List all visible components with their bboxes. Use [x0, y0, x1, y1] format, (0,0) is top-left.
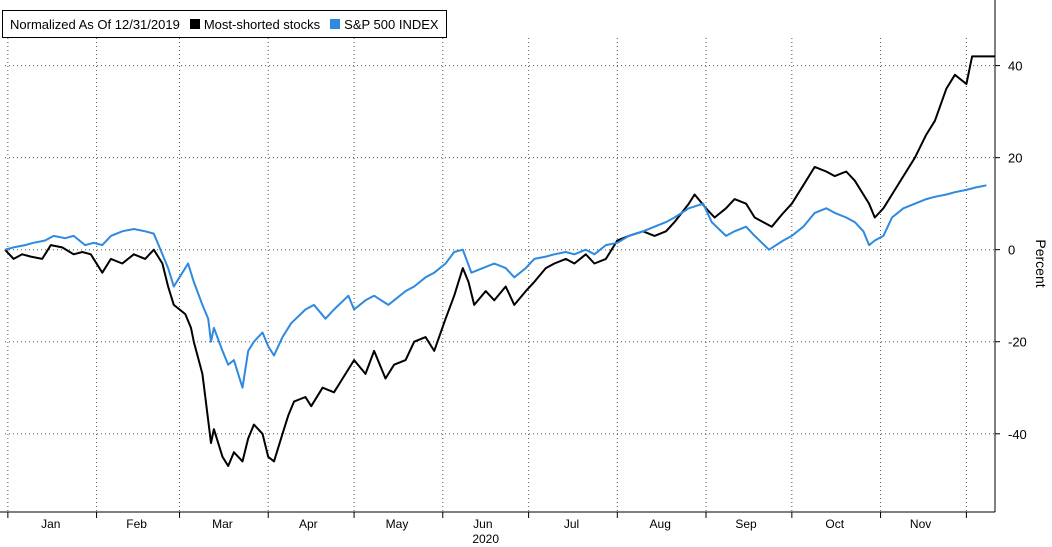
x-tick-label: Jan: [41, 517, 60, 531]
chart-legend: Normalized As Of 12/31/2019 Most-shorted…: [2, 10, 447, 38]
x-tick-label: Sep: [735, 517, 757, 531]
x-tick-label: Mar: [212, 517, 233, 531]
x-tick-label: Jun: [473, 517, 492, 531]
x-tick-label: Aug: [650, 517, 671, 531]
legend-note: Normalized As Of 12/31/2019: [10, 16, 180, 32]
legend-swatch-sp500: [330, 19, 341, 29]
x-tick-label: May: [386, 517, 409, 531]
legend-swatch-most-shorted: [189, 19, 200, 29]
axes: [0, 0, 1000, 518]
y-tick-label: 20: [1008, 151, 1022, 166]
y-axis-title: Percent: [1033, 239, 1049, 287]
x-tick-label: Feb: [126, 517, 147, 531]
legend-item-most-shorted: Most-shorted stocks: [189, 16, 321, 32]
x-tick-label: Apr: [299, 517, 318, 531]
y-tick-label: 0: [1008, 243, 1015, 258]
x-axis-title: 2020: [472, 532, 499, 546]
x-tick-label: Nov: [910, 517, 931, 531]
series-line-most-shorted: [4, 55, 995, 467]
y-tick-label: -20: [1008, 335, 1027, 350]
legend-label-most-shorted: Most-shorted stocks: [203, 16, 321, 32]
axis-labels: 40 20 0 -20 -40 Jan Feb Mar Apr May Jun Jul Aug Sep Oc…: [41, 59, 1049, 546]
series-lines: [4, 55, 995, 467]
x-tick-label: Oct: [825, 517, 844, 531]
y-tick-label: 40: [1008, 59, 1022, 74]
legend-item-sp500: S&P 500 INDEX: [330, 16, 439, 32]
grid-lines: [5, 38, 995, 512]
x-tick-label: Jul: [564, 517, 579, 531]
series-line-sp500: [4, 184, 987, 389]
legend-label-sp500: S&P 500 INDEX: [344, 16, 439, 32]
y-tick-label: -40: [1008, 427, 1027, 442]
